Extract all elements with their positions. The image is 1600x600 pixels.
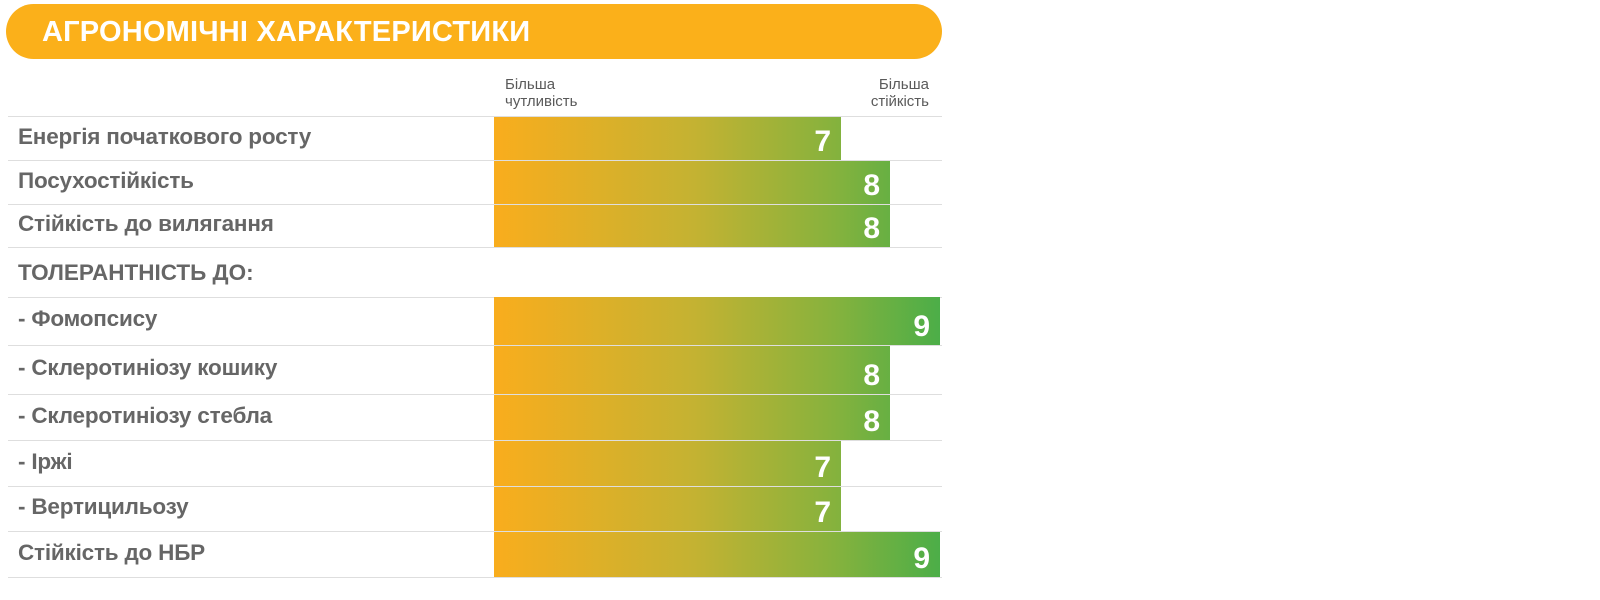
rating-bar: 7 (494, 441, 841, 486)
table-row: 7 - Іржі (8, 441, 942, 486)
row-label: - Склеротиніозу кошику (18, 355, 278, 380)
rating-bar: 7 (494, 487, 841, 531)
scale-left-label: Більша чутливість (505, 76, 705, 110)
row-label: Енергія початкового росту (18, 124, 312, 149)
row-divider (8, 440, 942, 441)
row-divider (8, 160, 942, 161)
scale-right-label: Більша стійкість (729, 76, 929, 110)
row-divider (8, 577, 942, 578)
row-divider (8, 204, 942, 205)
section-label-tolerance: ТОЛЕРАНТНІСТЬ ДО: (18, 260, 254, 285)
rating-bar: 9 (494, 532, 940, 577)
rating-value: 7 (814, 125, 831, 158)
rating-value: 8 (863, 212, 880, 245)
rating-bar: 8 (494, 395, 890, 440)
rating-bar: 8 (494, 346, 890, 394)
row-label: Посухостійкість (18, 168, 194, 193)
row-divider (8, 394, 942, 395)
row-divider (8, 247, 942, 248)
row-label: Стійкість до НБР (18, 540, 205, 565)
row-divider (8, 116, 942, 117)
scale-right-line2: стійкість (870, 93, 929, 110)
rating-bar: 9 (494, 297, 940, 345)
rating-value: 9 (913, 542, 930, 575)
table-row: 9 - Фомопсису (8, 297, 942, 345)
table-row: 8 - Склеротиніозу стебла (8, 395, 942, 440)
header-banner: АГРОНОМІЧНІ ХАРАКТЕРИСТИКИ (6, 4, 942, 59)
rating-bar: 7 (494, 117, 841, 160)
scale-left-line2: чутливість (505, 93, 578, 110)
rating-bar: 8 (494, 205, 890, 247)
rating-value: 7 (814, 496, 831, 529)
scale-right-line1: Більша (878, 76, 929, 93)
row-label: Стійкість до вилягання (18, 211, 274, 236)
row-label: - Склеротиніозу стебла (18, 403, 272, 428)
rating-value: 8 (863, 169, 880, 202)
row-label: - Іржі (18, 449, 73, 474)
rating-bar: 8 (494, 161, 890, 204)
table-row: 8 Посухостійкість (8, 161, 942, 204)
page-title: АГРОНОМІЧНІ ХАРАКТЕРИСТИКИ (42, 16, 531, 48)
row-divider (8, 486, 942, 487)
row-label: - Вертицильозу (18, 494, 189, 519)
rating-value: 9 (913, 310, 930, 343)
table-row: 8 Стійкість до вилягання (8, 205, 942, 247)
rating-value: 8 (863, 359, 880, 392)
table-row: 8 - Склеротиніозу кошику (8, 346, 942, 394)
scale-left-line1: Більша (505, 76, 556, 93)
row-label: - Фомопсису (18, 306, 158, 331)
table-row: 9 Стійкість до НБР (8, 532, 942, 577)
row-divider (8, 297, 942, 298)
row-divider (8, 345, 942, 346)
row-divider (8, 531, 942, 532)
rating-value: 7 (814, 451, 831, 484)
table-row: 7 - Вертицильозу (8, 487, 942, 531)
rating-value: 8 (863, 405, 880, 438)
table-row: 7 Енергія початкового росту (8, 117, 942, 160)
characteristics-chart: ТОЛЕРАНТНІСТЬ ДО: 7 Енергія початкового р… (8, 0, 942, 600)
